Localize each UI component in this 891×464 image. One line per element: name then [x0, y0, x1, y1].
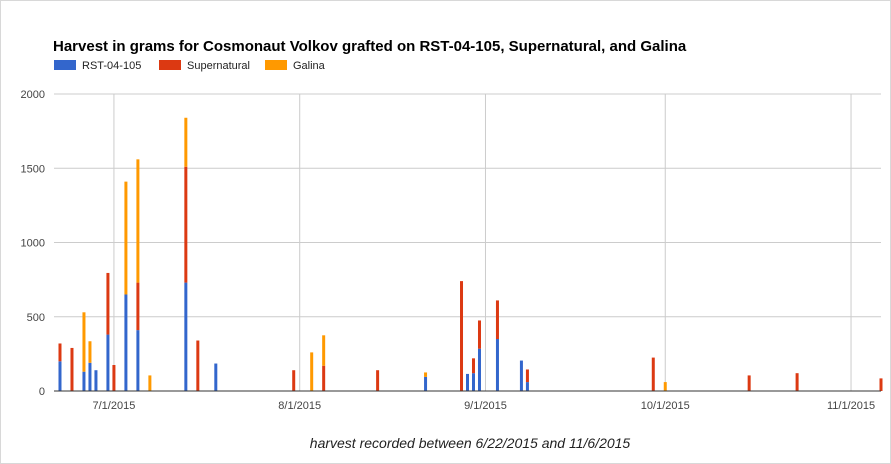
x-axis-label: harvest recorded between 6/22/2015 and 1…	[310, 435, 631, 451]
bar-segment-supernatural[interactable]	[58, 343, 62, 362]
legend-item-galina[interactable]: Galina	[265, 60, 326, 72]
legend-label-galina: Galina	[293, 60, 326, 72]
x-tick-label: 10/1/2015	[641, 400, 690, 412]
bar-segment-supernatural[interactable]	[795, 373, 799, 391]
legend-swatch-galina	[265, 60, 287, 70]
bar-segment-supernatural[interactable]	[376, 370, 380, 391]
bar-segment-supernatural[interactable]	[879, 378, 883, 391]
bar-segment-supernatural[interactable]	[747, 375, 751, 391]
bar-segment-rst-04-105[interactable]	[136, 330, 140, 391]
bar-segment-supernatural[interactable]	[525, 369, 529, 383]
y-tick-label: 2000	[21, 89, 45, 101]
bars	[58, 117, 883, 391]
x-tick-label: 8/1/2015	[278, 400, 321, 412]
legend: RST-04-105 Supernatural Galina	[54, 60, 326, 72]
bar-segment-supernatural[interactable]	[292, 370, 296, 391]
legend-label-supernatural: Supernatural	[187, 60, 250, 72]
bar-segment-galina[interactable]	[322, 335, 326, 366]
legend-item-rst-04-105[interactable]: RST-04-105	[54, 60, 141, 72]
bar-segment-supernatural[interactable]	[112, 365, 116, 391]
bar-segment-supernatural[interactable]	[477, 320, 481, 349]
bar-segment-galina[interactable]	[82, 312, 86, 372]
bar-segment-galina[interactable]	[124, 181, 128, 295]
bar-segment-supernatural[interactable]	[70, 347, 74, 391]
bar-segment-rst-04-105[interactable]	[94, 370, 98, 391]
legend-swatch-supernatural	[159, 60, 181, 70]
legend-item-supernatural[interactable]: Supernatural	[159, 60, 250, 72]
bar-segment-galina[interactable]	[88, 341, 92, 363]
bar-segment-rst-04-105[interactable]	[519, 360, 523, 391]
bar-segment-rst-04-105[interactable]	[471, 373, 475, 391]
bar-segment-supernatural[interactable]	[106, 272, 110, 335]
bar-segment-galina[interactable]	[184, 117, 188, 167]
bar-segment-rst-04-105[interactable]	[106, 334, 110, 391]
chart-title: Harvest in grams for Cosmonaut Volkov gr…	[53, 38, 687, 55]
bar-segment-rst-04-105[interactable]	[466, 373, 469, 391]
bar-segment-supernatural[interactable]	[651, 357, 655, 391]
bar-segment-rst-04-105[interactable]	[82, 371, 86, 391]
bar-segment-supernatural[interactable]	[184, 166, 188, 283]
bar-segment-galina[interactable]	[136, 159, 140, 283]
bar-segment-rst-04-105[interactable]	[424, 376, 428, 391]
bar-segment-rst-04-105[interactable]	[495, 339, 499, 391]
x-axis: 7/1/2015 8/1/2015 9/1/2015 10/1/2015 11/1/20…	[93, 400, 876, 412]
bar-segment-rst-04-105[interactable]	[477, 348, 481, 391]
x-tick-label: 11/1/2015	[827, 400, 875, 412]
y-tick-label: 1500	[21, 163, 45, 175]
legend-swatch-rst-04-105	[54, 60, 76, 70]
bar-segment-rst-04-105[interactable]	[58, 361, 62, 391]
bar-segment-rst-04-105[interactable]	[124, 294, 128, 391]
bar-segment-galina[interactable]	[148, 375, 152, 391]
bar-segment-rst-04-105[interactable]	[184, 282, 188, 391]
bar-segment-supernatural[interactable]	[136, 282, 140, 331]
y-axis: 0 500 1000 1500 2000	[21, 89, 45, 398]
bar-segment-rst-04-105[interactable]	[214, 363, 218, 391]
y-tick-label: 1000	[21, 238, 45, 250]
bar-segment-supernatural[interactable]	[196, 340, 200, 391]
y-tick-label: 0	[39, 386, 45, 398]
x-tick-label: 7/1/2015	[93, 400, 136, 412]
bar-segment-supernatural[interactable]	[495, 300, 499, 340]
bar-segment-supernatural[interactable]	[460, 281, 464, 391]
bar-segment-rst-04-105[interactable]	[88, 362, 92, 391]
y-tick-label: 500	[27, 312, 45, 324]
bar-segment-galina[interactable]	[424, 372, 428, 377]
bar-segment-supernatural[interactable]	[471, 358, 475, 374]
x-tick-label: 9/1/2015	[464, 400, 507, 412]
bar-segment-galina[interactable]	[663, 382, 667, 391]
bar-segment-rst-04-105[interactable]	[525, 382, 529, 391]
gridlines	[54, 93, 881, 391]
legend-label-rst-04-105: RST-04-105	[82, 60, 141, 72]
bar-segment-galina[interactable]	[310, 352, 314, 391]
bar-segment-supernatural[interactable]	[322, 365, 326, 391]
